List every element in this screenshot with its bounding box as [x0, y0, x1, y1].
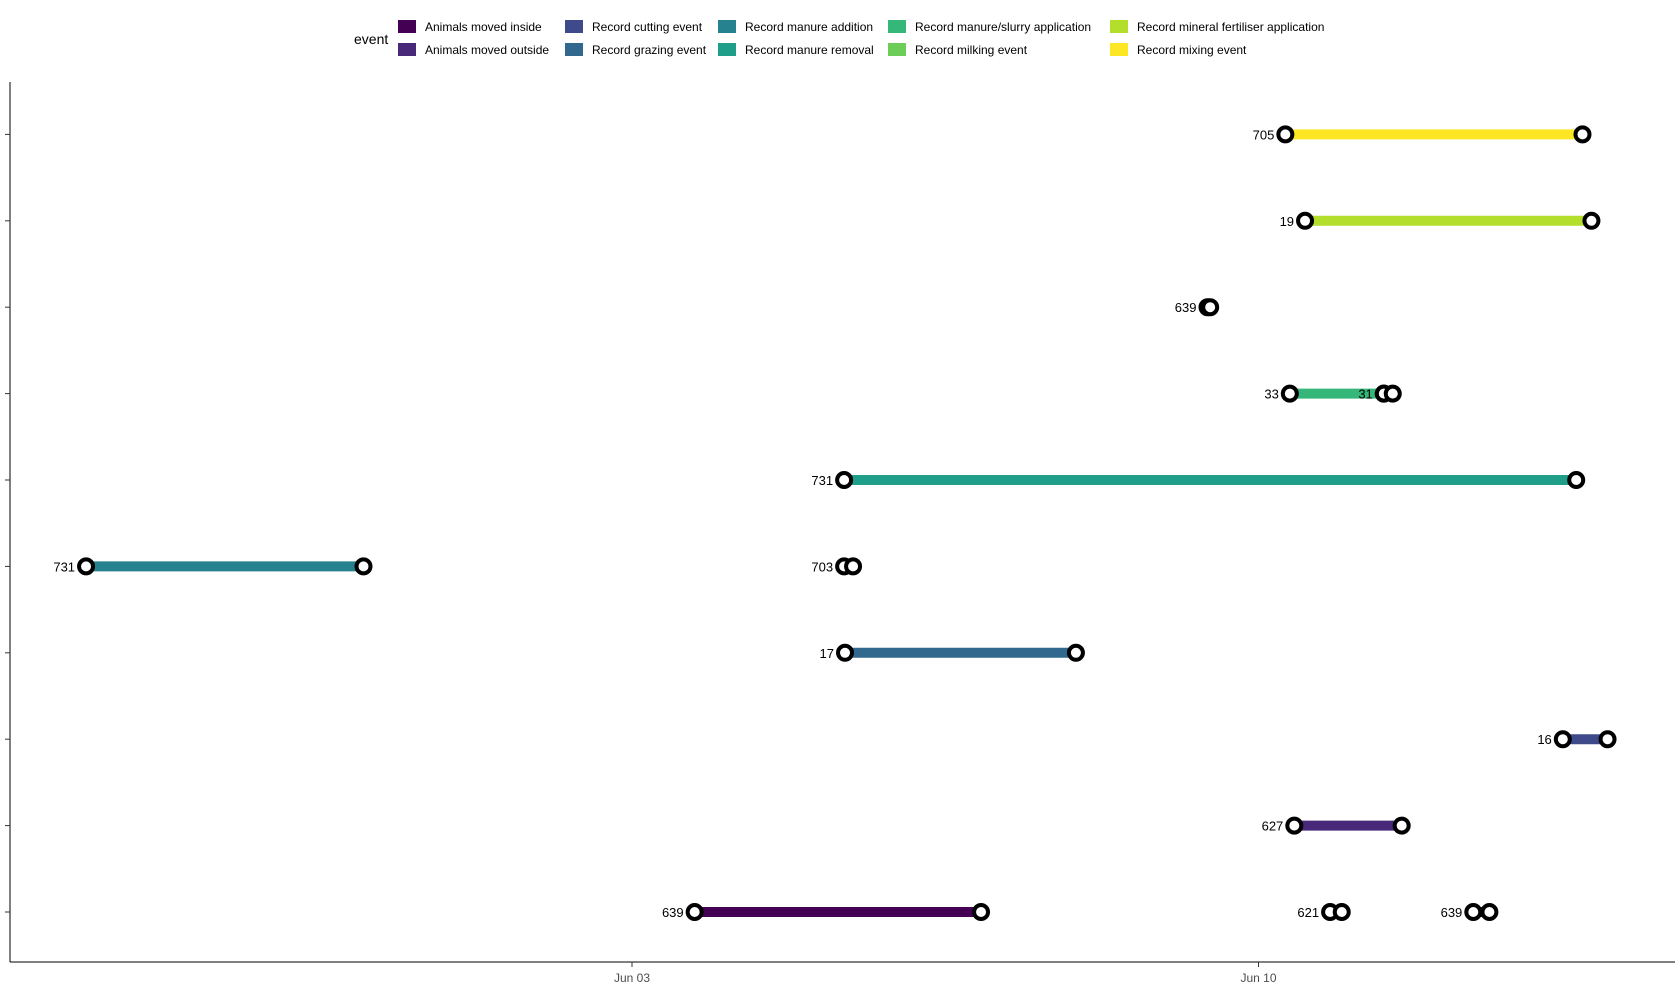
- segment-label: 639: [1441, 905, 1463, 920]
- endpoint-marker: [685, 903, 704, 921]
- endpoint-marker: [1464, 903, 1483, 921]
- endpoint-marker: [1201, 298, 1220, 317]
- legend-label: Record milking event: [915, 43, 1028, 57]
- legend-label: Record cutting event: [592, 20, 703, 34]
- endpoint-marker: [1567, 471, 1586, 489]
- endpoints: [77, 125, 1617, 921]
- legend-swatch: [718, 20, 736, 33]
- endpoint-marker: [1332, 903, 1351, 921]
- axes: Jun 03 Jun 10: [5, 82, 1675, 985]
- x-tick-label: Jun 03: [614, 971, 650, 985]
- endpoint-marker: [844, 557, 863, 576]
- segment-label: 621: [1297, 905, 1319, 920]
- legend-swatch: [718, 43, 736, 56]
- legend-swatch: [888, 43, 906, 56]
- endpoint-marker: [1392, 816, 1411, 835]
- legend-label: Record manure addition: [745, 20, 873, 34]
- endpoint-marker: [1553, 730, 1572, 749]
- endpoint-marker: [1285, 816, 1304, 835]
- legend-label: Record manure/slurry application: [915, 20, 1091, 34]
- segment-label: 703: [811, 559, 833, 574]
- endpoint-marker: [354, 557, 373, 576]
- legend-label: Record manure removal: [745, 43, 874, 57]
- legend-swatch: [888, 20, 906, 33]
- segment-label: 19: [1280, 214, 1294, 229]
- legend-swatch: [1110, 43, 1128, 56]
- segment-label: 33: [1264, 387, 1278, 402]
- endpoint-marker: [1276, 125, 1295, 144]
- segment-label: 31: [1358, 387, 1372, 402]
- legend-label: Record mixing event: [1137, 43, 1247, 57]
- x-tick-label: Jun 10: [1240, 971, 1276, 985]
- legend-title: event: [354, 31, 388, 47]
- endpoint-marker: [1480, 903, 1499, 921]
- segment-label: 639: [1175, 300, 1197, 315]
- endpoint-marker: [77, 557, 96, 576]
- segment-label: 639: [662, 905, 684, 920]
- legend-label: Record mineral fertiliser application: [1137, 20, 1324, 34]
- segment-label: 731: [53, 559, 75, 574]
- endpoint-marker: [1066, 643, 1085, 662]
- segment-label: 731: [811, 473, 833, 488]
- segments: [86, 129, 1608, 917]
- endpoint-marker: [1280, 384, 1299, 403]
- legend: event Animals moved inside Animals moved o…: [354, 20, 1324, 57]
- legend-swatch: [565, 20, 583, 33]
- endpoint-marker: [1296, 211, 1315, 230]
- endpoint-marker: [835, 471, 854, 489]
- segment-labels: 639 621 639 627 16 17 731 703 731 33 31 639 19 705: [53, 127, 1551, 920]
- legend-swatch: [398, 20, 416, 33]
- endpoint-marker: [972, 903, 991, 921]
- legend-label: Animals moved inside: [425, 20, 542, 34]
- segment-label: 627: [1262, 819, 1284, 834]
- segment-label: 16: [1537, 732, 1551, 747]
- legend-swatch: [1110, 20, 1128, 33]
- endpoint-marker: [1582, 211, 1601, 230]
- segment-label: 705: [1253, 127, 1275, 142]
- endpoint-marker: [1573, 125, 1592, 144]
- segment-label: 17: [820, 646, 834, 661]
- legend-label: Animals moved outside: [425, 43, 549, 57]
- endpoint-marker: [836, 643, 855, 662]
- legend-swatch: [565, 43, 583, 56]
- legend-swatch: [398, 43, 416, 56]
- legend-label: Record grazing event: [592, 43, 707, 57]
- endpoint-marker: [1598, 730, 1617, 749]
- endpoint-marker: [1383, 384, 1402, 403]
